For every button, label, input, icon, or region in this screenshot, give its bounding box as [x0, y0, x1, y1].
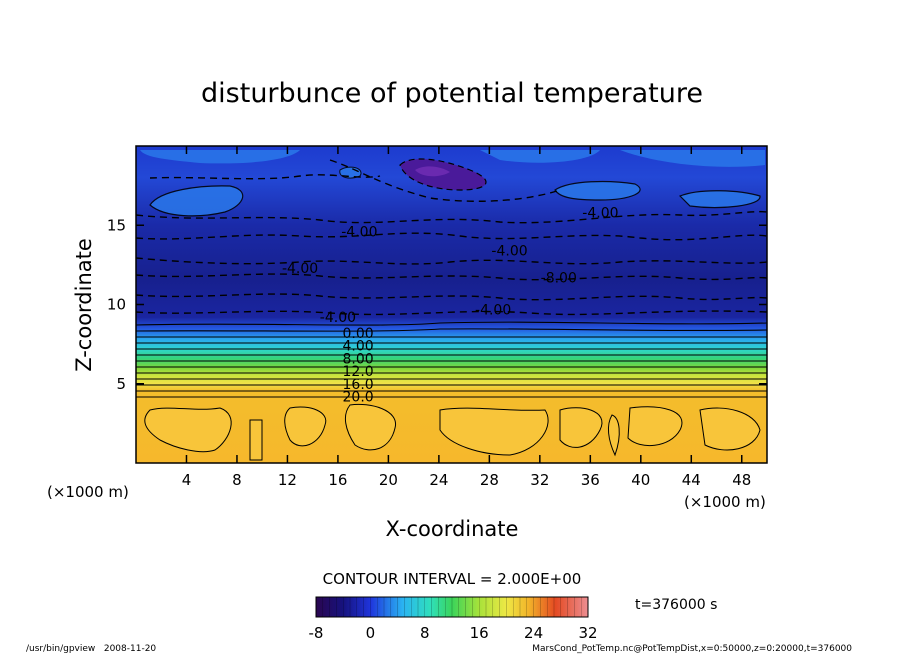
contour-label: -4.00 — [475, 302, 511, 318]
contour-label: 0.00 — [343, 326, 374, 342]
footer-left: /usr/bin/gpview 2008-11-20 — [26, 644, 156, 654]
contour-label: -4.00 — [491, 244, 527, 260]
y-axis: 5 10 15 — [107, 216, 767, 393]
contour-label: 4.00 — [343, 339, 374, 355]
x-tick-label: 40 — [631, 471, 650, 489]
x-tick-label: 44 — [682, 471, 701, 489]
colorbar-divisions — [322, 597, 582, 617]
x-unit-right: (×1000 m) — [684, 493, 766, 511]
y-tick-label: 15 — [107, 216, 126, 234]
x-axis-label: X-coordinate — [386, 517, 519, 541]
chart-title: disturbunce of potential temperature — [201, 78, 703, 109]
contour-label: -4.00 — [341, 225, 377, 241]
y-tick-label: 10 — [107, 296, 126, 314]
contour-label: 8.00 — [343, 351, 374, 367]
x-tick-label: 16 — [328, 471, 347, 489]
x-tick-label: 20 — [379, 471, 398, 489]
time-label: t=376000 s — [635, 597, 717, 613]
colorbar-tick-label: 16 — [470, 624, 489, 642]
contour-label: -8.00 — [541, 271, 577, 287]
colorbar-tick-label: -8 — [309, 624, 324, 642]
x-tick-label: 32 — [530, 471, 549, 489]
plot-area — [136, 146, 767, 463]
x-tick-label: 4 — [182, 471, 192, 489]
contour-interval-label: CONTOUR INTERVAL = 2.000E+00 — [323, 570, 582, 588]
positive-contours — [136, 321, 767, 398]
contour-label: 12.0 — [343, 364, 374, 380]
x-tick-label: 12 — [278, 471, 297, 489]
colorbar-tick-label: 8 — [420, 624, 430, 642]
x-tick-label: 36 — [581, 471, 600, 489]
colorbar-tick-label: 24 — [524, 624, 543, 642]
colorbar-tick-label: 32 — [578, 624, 597, 642]
footer-right: MarsCond_PotTemp.nc@PotTempDist,x=0:5000… — [532, 644, 852, 654]
x-axis: 4 8 12 16 20 24 28 32 36 40 44 48 — [182, 146, 751, 489]
x-tick-label: 48 — [732, 471, 751, 489]
contour-label: 16.0 — [343, 377, 374, 393]
contour-label: -4.00 — [582, 206, 618, 222]
contour-label: -4.00 — [282, 261, 318, 277]
x-tick-label: 24 — [429, 471, 448, 489]
negative-contours — [136, 159, 767, 316]
contour-labels: -4.00-4.00-4.00-4.00-8.00-4.00-4.000.004… — [282, 206, 619, 406]
x-tick-label: 28 — [480, 471, 499, 489]
contour-label: -4.00 — [320, 310, 356, 326]
contour-label: 20.0 — [343, 389, 374, 405]
y-axis-label: Z-coordinate — [72, 238, 96, 372]
colorbar-tick-label: 0 — [366, 624, 376, 642]
upper-patches — [140, 150, 765, 217]
x-tick-label: 8 — [232, 471, 242, 489]
y-tick-label: 5 — [116, 375, 126, 393]
x-unit-left: (×1000 m) — [47, 483, 129, 501]
colorbar-ticks: -8 0 8 16 24 32 — [309, 597, 598, 642]
lower-plumes — [144, 403, 761, 461]
